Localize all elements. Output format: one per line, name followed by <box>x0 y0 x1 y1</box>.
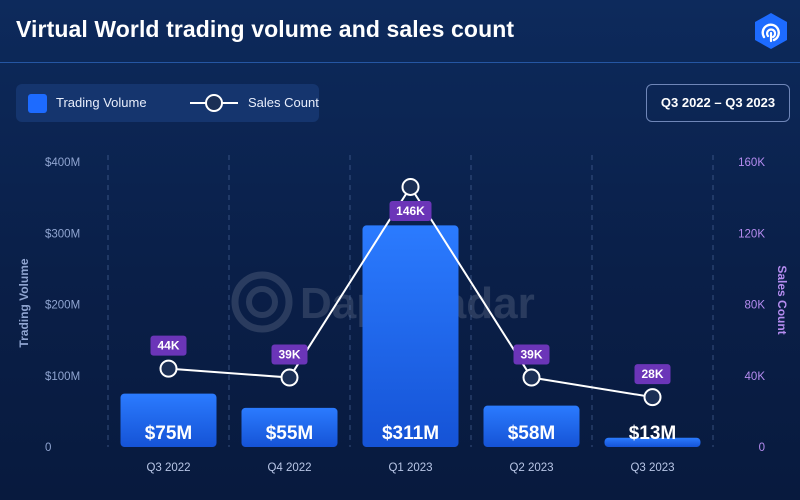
y-tick-label: 0 <box>45 442 51 454</box>
bar-3 <box>483 405 580 447</box>
page-title: Virtual World trading volume and sales c… <box>16 16 515 42</box>
y2-tick-label: 40K <box>745 371 766 383</box>
y2-tick-label: 160K <box>738 157 765 169</box>
x-tick-label: Q3 2022 <box>146 462 190 474</box>
line-value-label: 44K <box>157 339 179 353</box>
bar-0 <box>120 393 217 447</box>
y-axis-title: Trading Volume <box>17 258 31 347</box>
legend-marker-sales-count <box>205 94 223 112</box>
legend-swatch-trading-volume <box>28 94 47 113</box>
y2-axis-title: Sales Count <box>775 265 789 334</box>
dappradar-logo-icon <box>755 13 787 49</box>
legend-label-sales-count: Sales Count <box>248 95 319 110</box>
line-point-0 <box>159 359 178 378</box>
chart-legend: Trading Volume Sales Count <box>16 84 319 122</box>
line-value-label: 39K <box>520 348 542 362</box>
line-point-4 <box>643 388 662 407</box>
line-point-2 <box>401 177 420 196</box>
sales-badge <box>389 200 432 221</box>
x-tick-label: Q4 2022 <box>267 462 311 474</box>
legend-label-trading-volume: Trading Volume <box>56 95 147 110</box>
watermark-icon <box>231 271 293 333</box>
x-tick-label: Q2 2023 <box>509 462 553 474</box>
sales-badge <box>271 344 308 365</box>
bar-4 <box>604 437 701 447</box>
line-value-label: 146K <box>396 204 425 218</box>
period-badge: Q3 2022 – Q3 2023 <box>646 84 790 122</box>
line-point-1 <box>280 368 299 387</box>
y2-tick-label: 0 <box>759 442 765 454</box>
line-value-label: 39K <box>278 348 300 362</box>
sales-badge <box>634 364 671 385</box>
bar-value-label: $55M <box>266 423 314 444</box>
x-tick-label: Q1 2023 <box>388 462 432 474</box>
sales-badge <box>513 344 550 365</box>
header-divider <box>0 62 800 63</box>
bar-2 <box>362 225 459 447</box>
x-tick-label: Q3 2023 <box>630 462 674 474</box>
bar-value-label: $58M <box>508 423 556 444</box>
y2-tick-label: 120K <box>738 228 765 240</box>
sales-badge <box>150 335 187 356</box>
y2-tick-label: 80K <box>745 300 766 312</box>
y-tick-label: $200M <box>45 300 80 312</box>
line-value-label: 28K <box>641 367 663 381</box>
bar-value-label: $311M <box>382 423 439 444</box>
watermark-icon-inner <box>246 286 278 318</box>
bar-1 <box>241 407 338 447</box>
bar-value-label: $13M <box>629 423 677 444</box>
y-tick-label: $300M <box>45 228 80 240</box>
bar-value-label: $75M <box>145 423 193 444</box>
y-tick-label: $400M <box>45 157 80 169</box>
line-point-3 <box>522 368 541 387</box>
y-tick-label: $100M <box>45 371 80 383</box>
